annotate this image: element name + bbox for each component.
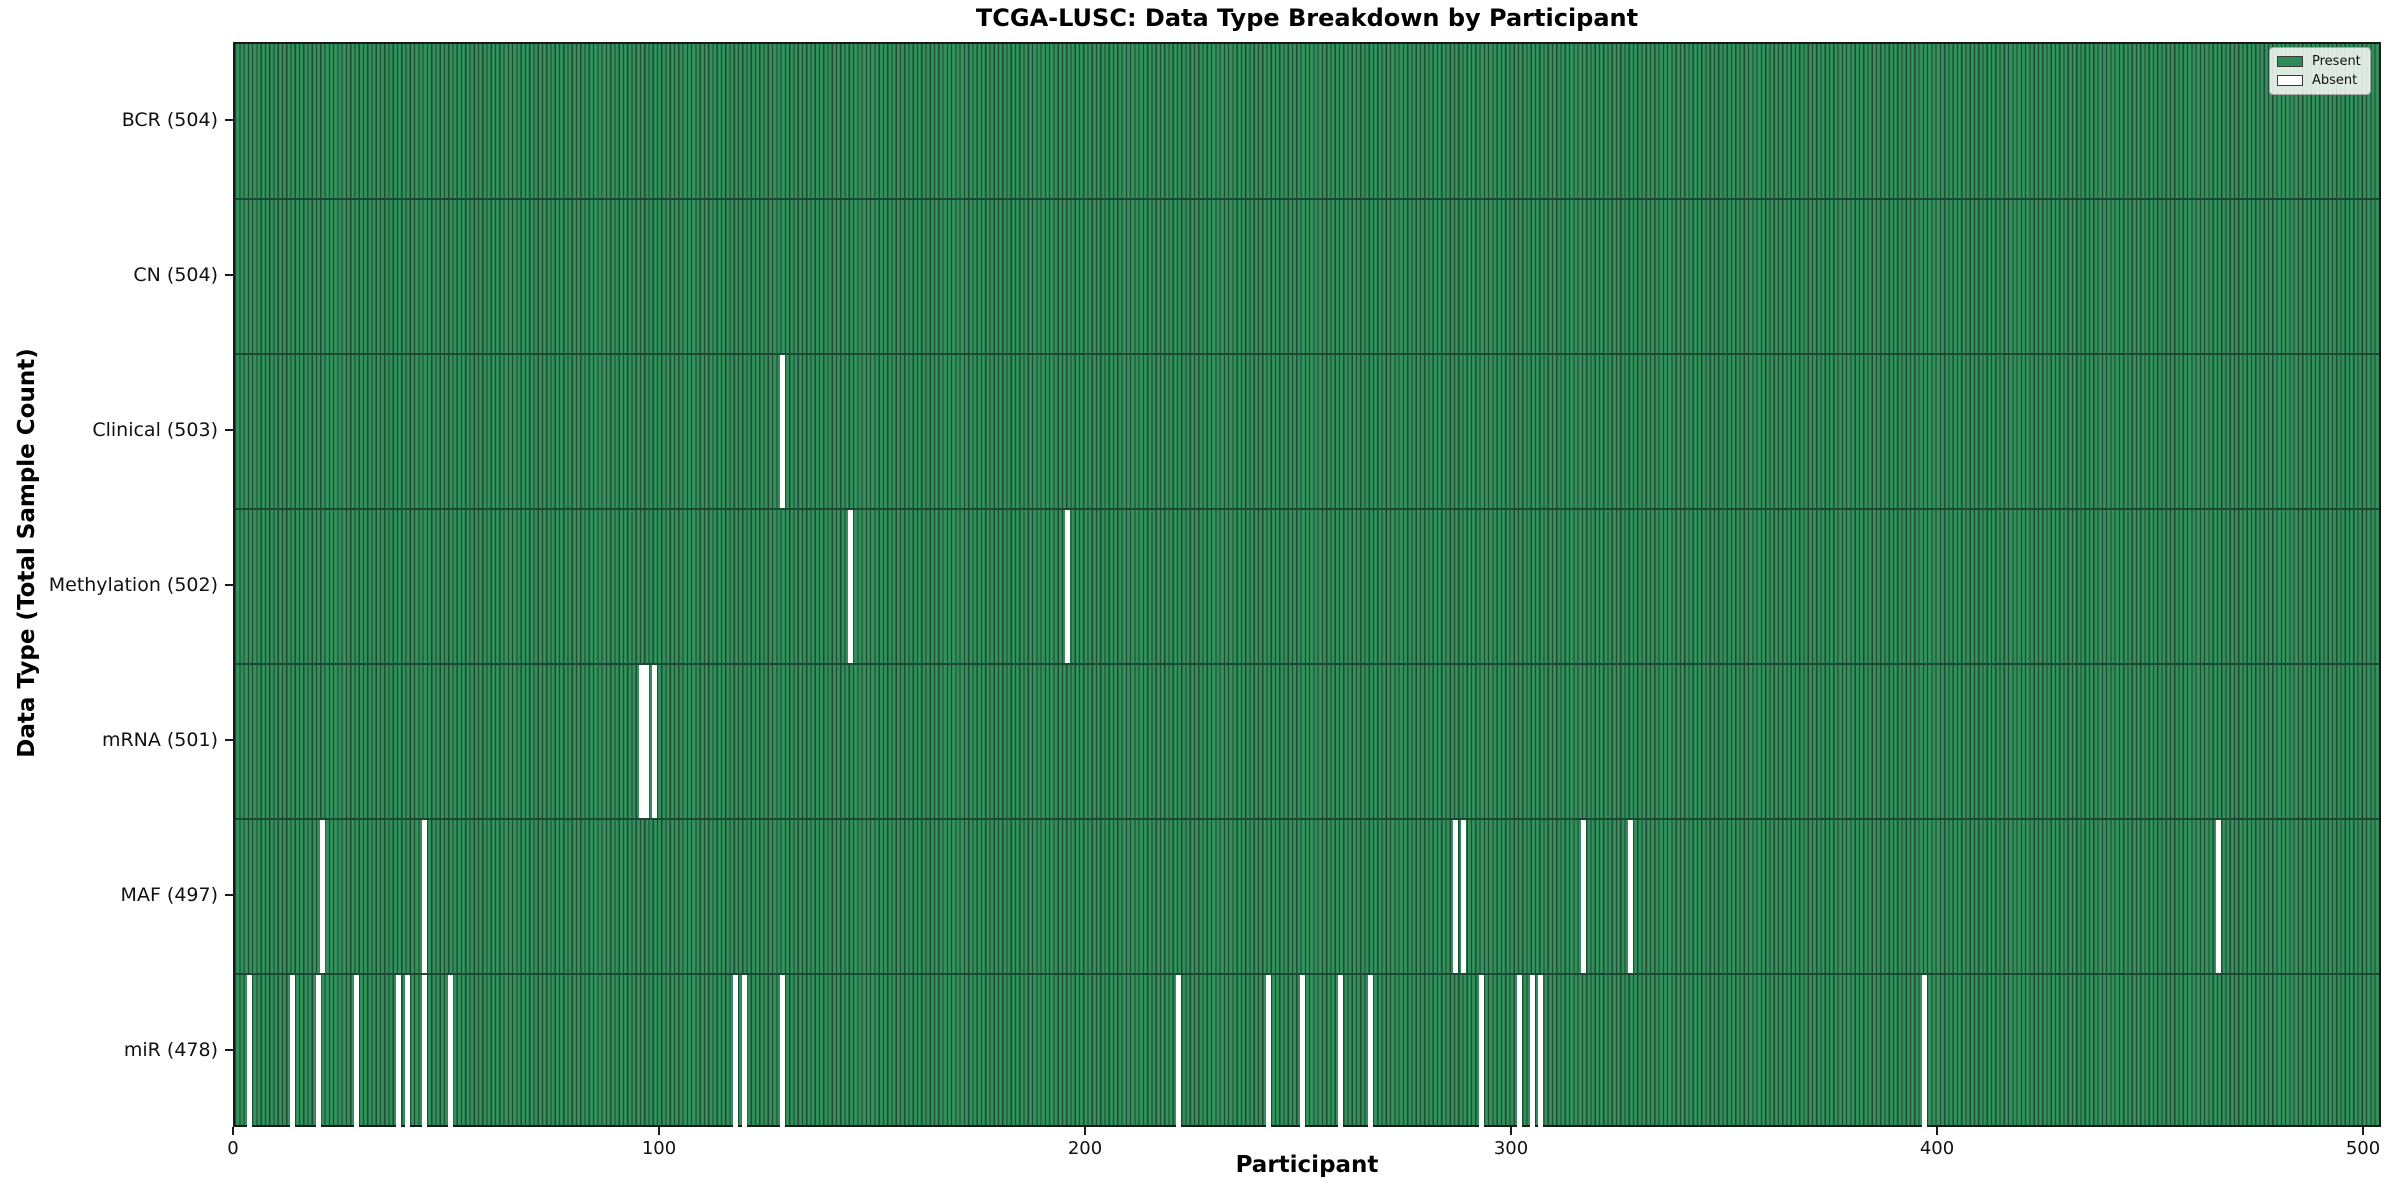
y-tick-label: BCR (504) xyxy=(121,108,218,131)
absent-line-miR xyxy=(1176,974,1182,1129)
absent-line-miR xyxy=(315,974,321,1129)
y-tick-label: Clinical (503) xyxy=(92,418,218,441)
absent-line-miR xyxy=(1516,974,1522,1129)
absent-line-miR xyxy=(396,974,402,1129)
y-axis-label: Data Type (Total Sample Count) xyxy=(14,348,40,758)
x-tick-label: 300 xyxy=(1493,1138,1529,1159)
legend: Present Absent xyxy=(2269,47,2371,95)
absent-line-miR xyxy=(1478,974,1484,1129)
absent-line-miR xyxy=(289,974,295,1129)
absent-line-miR xyxy=(247,974,253,1129)
absent-line-MAF xyxy=(1627,819,1633,974)
x-tick-label: 200 xyxy=(1067,1138,1103,1159)
absent-line-MAF xyxy=(2215,819,2221,974)
absent-line-MAF xyxy=(1452,819,1458,974)
absent-line-mRNA xyxy=(652,664,658,819)
x-tick xyxy=(658,1127,660,1135)
absent-line-miR xyxy=(779,974,785,1129)
y-tick xyxy=(225,273,233,276)
absent-line-MAF xyxy=(319,819,325,974)
absent-line-MAF xyxy=(422,819,428,974)
legend-item: Absent xyxy=(2277,74,2361,87)
absent-line-Clinical xyxy=(779,354,785,509)
absent-line-miR xyxy=(1538,974,1544,1129)
x-tick-label: 0 xyxy=(227,1138,239,1159)
absent-line-Methylation xyxy=(1065,509,1071,664)
row-divider xyxy=(235,508,2379,510)
y-tick xyxy=(225,583,233,586)
y-tick xyxy=(225,118,233,121)
y-tick xyxy=(225,893,233,896)
x-tick xyxy=(232,1127,234,1135)
absent-line-miR xyxy=(1921,974,1927,1129)
x-tick xyxy=(2362,1127,2364,1135)
row-divider xyxy=(235,353,2379,355)
y-tick xyxy=(225,428,233,431)
absent-line-mRNA xyxy=(639,664,645,819)
absent-line-Methylation xyxy=(848,509,854,664)
y-tick-label: miR (478) xyxy=(123,1038,218,1061)
y-tick xyxy=(225,738,233,741)
absent-line-MAF xyxy=(1580,819,1586,974)
absent-line-miR xyxy=(1299,974,1305,1129)
x-tick-label: 500 xyxy=(2345,1138,2381,1159)
legend-label: Absent xyxy=(2312,73,2358,88)
legend-swatch-present xyxy=(2277,56,2303,67)
x-tick xyxy=(1510,1127,1512,1135)
absent-line-miR xyxy=(1529,974,1535,1129)
row-divider xyxy=(235,973,2379,975)
y-tick-label: Methylation (502) xyxy=(48,573,218,596)
absent-line-miR xyxy=(733,974,739,1129)
y-tick-label: mRNA (501) xyxy=(101,728,218,751)
absent-line-miR xyxy=(1265,974,1271,1129)
absent-line-miR xyxy=(741,974,747,1129)
x-tick-label: 400 xyxy=(1919,1138,1955,1159)
plot-area xyxy=(233,42,2381,1129)
absent-line-miR xyxy=(353,974,359,1129)
row-divider xyxy=(235,663,2379,665)
chart-title: TCGA-LUSC: Data Type Breakdown by Partic… xyxy=(975,4,1639,32)
absent-line-miR xyxy=(422,974,428,1129)
x-axis-label: Participant xyxy=(1235,1152,1379,1178)
absent-line-miR xyxy=(1337,974,1343,1129)
row-divider xyxy=(235,818,2379,820)
absent-line-mRNA xyxy=(643,664,649,819)
absent-line-miR xyxy=(447,974,453,1129)
x-tick xyxy=(1936,1127,1938,1135)
absent-line-miR xyxy=(1367,974,1373,1129)
legend-swatch-absent xyxy=(2277,75,2303,86)
absent-line-MAF xyxy=(1461,819,1467,974)
y-tick-label: CN (504) xyxy=(133,263,218,286)
legend-item: Present xyxy=(2277,55,2361,68)
y-tick xyxy=(225,1048,233,1051)
absent-line-miR xyxy=(405,974,410,1129)
y-tick-label: MAF (497) xyxy=(120,883,218,906)
x-tick-label: 100 xyxy=(641,1138,677,1159)
legend-label: Present xyxy=(2312,54,2361,69)
x-tick xyxy=(1084,1127,1086,1135)
row-divider xyxy=(235,198,2379,200)
